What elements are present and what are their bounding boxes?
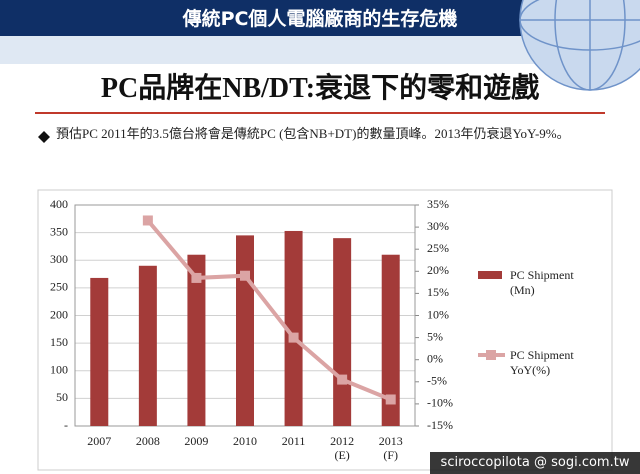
y2-tick-label: 5% (427, 329, 443, 343)
x-tick-label: 2009 (184, 434, 209, 448)
bar (90, 277, 109, 426)
y-tick-label: 50 (56, 390, 68, 404)
bar (138, 265, 157, 426)
line-marker (142, 215, 153, 226)
watermark: sciroccopilota @ sogi.com.tw (430, 452, 640, 474)
header-bar (0, 0, 500, 36)
y2-tick-label: 30% (427, 219, 449, 233)
y2-tick-label: -15% (427, 418, 453, 432)
bullet-icon (38, 131, 50, 143)
y2-tick-label: -10% (427, 396, 453, 410)
x-tick-label: 2012 (E) (330, 434, 355, 462)
y-tick-label: 100 (50, 363, 68, 377)
x-tick-label: 2010 (233, 434, 257, 448)
x-tick-label: 2007 (87, 434, 112, 448)
y2-tick-label: 25% (427, 241, 449, 255)
line-marker (191, 272, 202, 283)
y-tick-label: 200 (50, 307, 68, 321)
x-tick-label: 2013 (F) (378, 434, 403, 462)
x-tick-label: 2011 (281, 434, 306, 448)
header-title: 傳統PC個人電腦廠商的生存危機 (182, 8, 458, 30)
y-tick-label: 400 (50, 197, 68, 211)
y-tick-label: - (64, 418, 68, 432)
y-tick-label: 150 (50, 335, 68, 349)
line-marker (337, 374, 348, 385)
line-marker (288, 332, 299, 343)
y2-tick-label: 35% (427, 197, 449, 211)
line (146, 219, 392, 402)
y2-tick-label: 15% (427, 285, 449, 299)
y-tick-label: 250 (50, 280, 68, 294)
y2-tick-label: 0% (427, 351, 443, 365)
bar (284, 230, 303, 426)
globe (519, 0, 640, 91)
legend-swatch (486, 350, 496, 360)
y2-tick-label: 10% (427, 307, 449, 321)
slide-title: PC品牌在NB/DT:衰退下的零和遊戲 (100, 73, 540, 104)
line-marker (385, 394, 396, 405)
y2-tick-label: 20% (427, 263, 449, 277)
x-tick-label: 2008 (135, 434, 160, 448)
line-marker (240, 270, 250, 281)
y-tick-label: 350 (50, 224, 68, 238)
bullet-text: 預估PC 2011年的3.5億台將會是傳統PC (包含NB+DT)的數量頂峰。2… (56, 126, 570, 141)
bar (236, 235, 254, 426)
bar (381, 254, 400, 426)
legend-swatch (478, 271, 502, 279)
bar (187, 254, 206, 426)
legend-label: PC Shipment (Mn) (510, 268, 574, 297)
bar (333, 238, 352, 426)
y-tick-label: 300 (50, 252, 68, 266)
legend-label: PC Shipment YoY(%) (510, 348, 574, 377)
y2-tick-label: -5% (427, 374, 447, 388)
chart-frame (37, 189, 613, 471)
